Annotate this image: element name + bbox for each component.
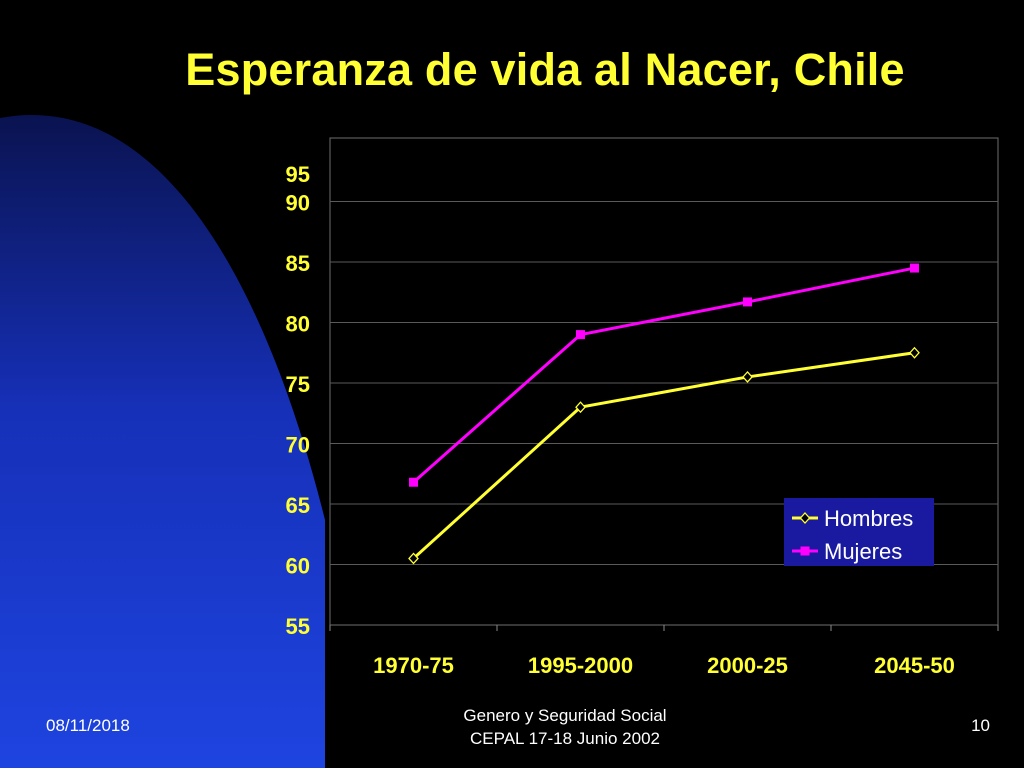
y-tick-label: 75 (286, 372, 310, 397)
y-tick-label: 55 (286, 614, 310, 639)
data-point-hombres (909, 346, 920, 359)
data-point-mujeres (409, 477, 418, 487)
x-tick-label: 1970-75 (373, 653, 454, 678)
legend-label-hombres: Hombres (824, 506, 913, 531)
axes: 55 60 65 70 75 80 85 90 95 1970-75 1995-2000 2000-2… (286, 162, 999, 678)
data-point-mujeres (743, 297, 752, 307)
legend-marker (799, 512, 811, 524)
y-tick-label: 85 (286, 251, 310, 276)
y-tick-label: 60 (286, 554, 310, 579)
data-point-hombres (742, 370, 753, 383)
slide-title: Esperanza de vida al Nacer, Chile (185, 44, 905, 95)
y-tick-label: 65 (286, 493, 310, 518)
footer-line-1: Genero y Seguridad Social (463, 706, 667, 725)
series-line-mujeres (412, 266, 915, 484)
legend: Hombres Mujeres (784, 498, 934, 566)
x-tick-label: 1995-2000 (528, 653, 633, 678)
data-point-hombres (408, 552, 419, 565)
footer-caption: Genero y Seguridad Social CEPAL 17-18 Ju… (420, 704, 710, 750)
x-tick-label: 2000-25 (707, 653, 788, 678)
footer-date: 08/11/2018 (46, 716, 130, 735)
y-tick-label: 70 (286, 433, 310, 458)
y-tick-label: 95 (286, 162, 310, 187)
legend-label-mujeres: Mujeres (824, 539, 902, 564)
series (408, 263, 920, 565)
footer-line-2: CEPAL 17-18 Junio 2002 (470, 729, 660, 748)
x-tick-label: 2045-50 (874, 653, 955, 678)
y-tick-label: 90 (286, 191, 310, 216)
data-point-mujeres (576, 330, 585, 340)
y-tick-label: 80 (286, 312, 310, 337)
page-number: 10 (971, 716, 990, 735)
blue-arc-shape (0, 115, 325, 768)
data-point-mujeres (910, 263, 919, 273)
data-point-hombres (575, 401, 586, 414)
legend-marker (800, 546, 810, 556)
series-line-hombres (412, 351, 915, 560)
